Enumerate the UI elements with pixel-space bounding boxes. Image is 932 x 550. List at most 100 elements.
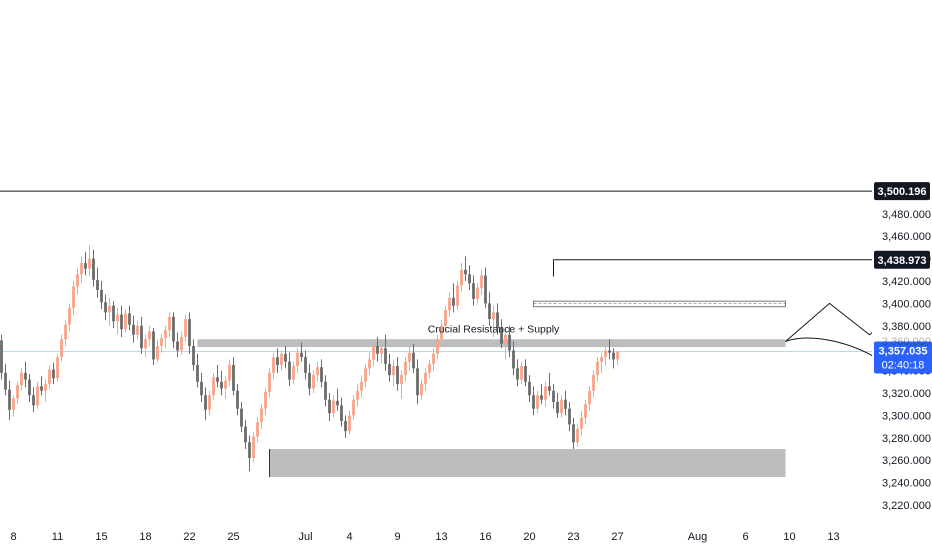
candle [0,334,3,380]
x-tick-label: 13 [827,531,839,543]
y-tick-label: 3,400.000 [882,298,931,310]
current-price-label: 3,357.035 02:40:18 [874,341,932,374]
candle [244,419,247,449]
candle-body [84,263,87,269]
candle [312,370,315,393]
candle-body [576,428,579,443]
candle-body [244,426,247,443]
candle [228,359,231,387]
candle [84,251,87,276]
x-tick-label: 11 [52,531,63,543]
candle [132,315,135,343]
candle [368,352,371,376]
candle-body [416,368,419,396]
candle-body [552,390,555,402]
candle-body [516,368,519,380]
candle-body [308,372,311,389]
candle-body [200,381,203,396]
candle-body [164,330,167,339]
candle-body [480,275,483,288]
candle-body [548,386,551,391]
candle [412,343,415,373]
candle-body [140,325,143,349]
candle-body [544,386,547,400]
candle-body [424,372,427,385]
candle [604,345,607,367]
candle [328,393,331,421]
y-tick-label: 3,380.000 [882,321,931,333]
time-axis[interactable]: 8 11 15 18 22 25 Jul 4 9 13 16 20 23 27 Aug 6 10 13 [10,531,839,543]
candle [548,372,551,396]
candle [484,267,487,308]
candle [112,301,115,329]
candle-body [284,353,287,362]
candle [52,362,55,385]
candle-body [492,312,495,320]
candle-body [612,352,615,360]
candle [232,357,235,396]
candle-body [456,285,459,306]
candle-body [124,313,127,330]
candle-body [80,263,83,275]
candle [284,345,287,369]
candle-body [584,404,587,418]
candle-body [36,386,39,406]
candle [488,292,491,326]
candle [124,309,127,333]
zones-layer [0,300,872,477]
candle-body [168,316,171,331]
x-tick-label: 6 [742,531,748,543]
candle [420,379,423,400]
candle-body [512,350,515,369]
candle [148,325,151,346]
candle-body [368,359,371,369]
candle-body [152,331,155,360]
candle-body [588,390,591,405]
candle [188,312,191,354]
candle-body [104,302,107,313]
candle [416,359,419,405]
candle [348,410,351,435]
candle-body [304,357,307,373]
drawings-layer: Crucial Resistance + Supply [0,190,932,477]
candle-body [24,372,27,380]
candle-body [484,275,487,304]
candle-body [528,381,531,396]
candle-body [44,384,47,391]
candle-body [204,395,207,410]
candle-body [212,377,215,396]
candle [88,245,91,277]
candle [104,294,107,321]
x-tick-label: 25 [227,531,239,543]
candle-body [176,341,179,351]
y-tick-label: 3,420.000 [882,276,931,288]
candle-body [336,400,339,406]
candle [192,339,195,371]
candle [272,352,275,380]
candle [400,370,403,399]
x-tick-label: Jul [298,531,312,543]
candle-body [316,367,319,376]
candle-body [108,305,111,313]
price-axis[interactable]: 3,220.000 3,240.000 3,260.000 3,280.000 3,30… [872,0,932,550]
candle-body [248,442,251,458]
candle [24,361,27,388]
candle-body [224,380,227,389]
candle [92,249,95,287]
candle-body [112,305,115,322]
candle-body [300,352,303,358]
candle-body [272,357,275,373]
y-tick-label: 3,320.000 [882,388,931,400]
x-tick-label: Aug [688,531,708,543]
candle [80,256,83,284]
level-label-mid: 3,438.973 [874,250,930,269]
candle [332,395,335,418]
x-tick-label: 15 [95,531,107,543]
candle-body [288,361,291,380]
x-tick-label: 20 [523,531,535,543]
candle-body [476,287,479,299]
candle-body [220,381,223,389]
candle [264,387,267,416]
candle [372,339,375,367]
